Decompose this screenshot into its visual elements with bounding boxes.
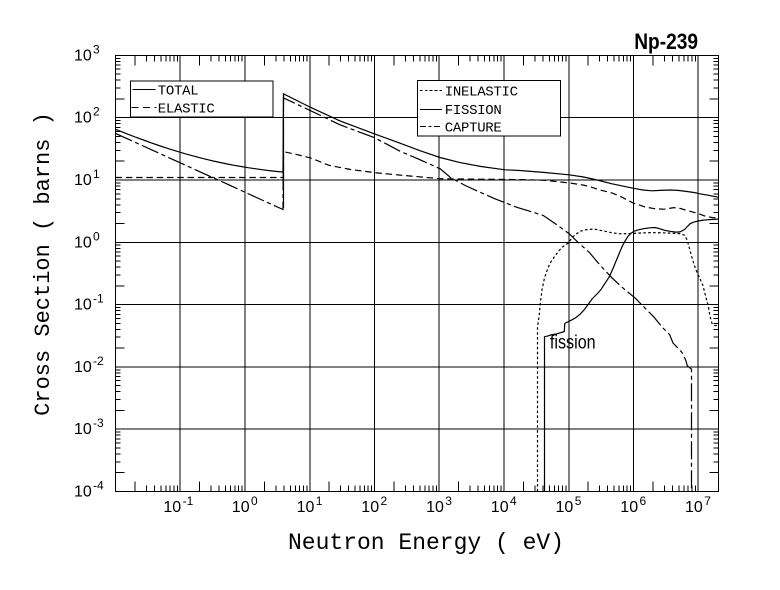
svg-text:10: 10 — [74, 484, 92, 501]
svg-text:INELASTIC: INELASTIC — [445, 85, 518, 101]
svg-text:Neutron Energy ( eV): Neutron Energy ( eV) — [288, 530, 564, 556]
svg-text:10: 10 — [426, 499, 444, 516]
svg-text:10: 10 — [361, 499, 379, 516]
svg-text:-1: -1 — [93, 292, 104, 306]
svg-text:Np-239: Np-239 — [634, 30, 698, 55]
svg-text:3: 3 — [445, 494, 452, 508]
svg-text:10: 10 — [620, 499, 638, 516]
svg-text:10: 10 — [74, 172, 92, 189]
svg-text:1: 1 — [93, 167, 100, 181]
svg-text:-2: -2 — [93, 354, 104, 368]
svg-text:ELASTIC: ELASTIC — [158, 102, 215, 118]
svg-text:10: 10 — [74, 47, 92, 64]
svg-text:4: 4 — [510, 494, 517, 508]
svg-text:10: 10 — [163, 499, 181, 516]
svg-text:1: 1 — [316, 494, 323, 508]
svg-text:FISSION: FISSION — [445, 103, 502, 119]
svg-text:10: 10 — [74, 297, 92, 314]
svg-text:6: 6 — [640, 494, 647, 508]
svg-text:10: 10 — [491, 499, 509, 516]
svg-text:10: 10 — [232, 499, 250, 516]
svg-text:2: 2 — [93, 105, 100, 119]
svg-text:10: 10 — [556, 499, 574, 516]
svg-text:CAPTURE: CAPTURE — [445, 121, 502, 137]
svg-text:5: 5 — [575, 494, 582, 508]
svg-text:10: 10 — [297, 499, 315, 516]
svg-text:-1: -1 — [183, 494, 194, 508]
svg-text:3: 3 — [93, 42, 100, 56]
svg-text:Cross Section ( barns ): Cross Section ( barns ) — [31, 112, 56, 416]
svg-text:0: 0 — [251, 494, 258, 508]
svg-text:0: 0 — [93, 229, 100, 243]
svg-text:2: 2 — [381, 494, 388, 508]
svg-text:10: 10 — [74, 234, 92, 251]
svg-text:-3: -3 — [93, 416, 104, 430]
svg-text:10: 10 — [74, 359, 92, 376]
svg-text:10: 10 — [74, 110, 92, 127]
svg-text:10: 10 — [74, 421, 92, 438]
svg-text:7: 7 — [704, 494, 711, 508]
svg-text:10: 10 — [685, 499, 703, 516]
svg-text:TOTAL: TOTAL — [158, 83, 199, 99]
svg-text:-4: -4 — [93, 479, 104, 493]
svg-text:fission: fission — [550, 331, 596, 353]
